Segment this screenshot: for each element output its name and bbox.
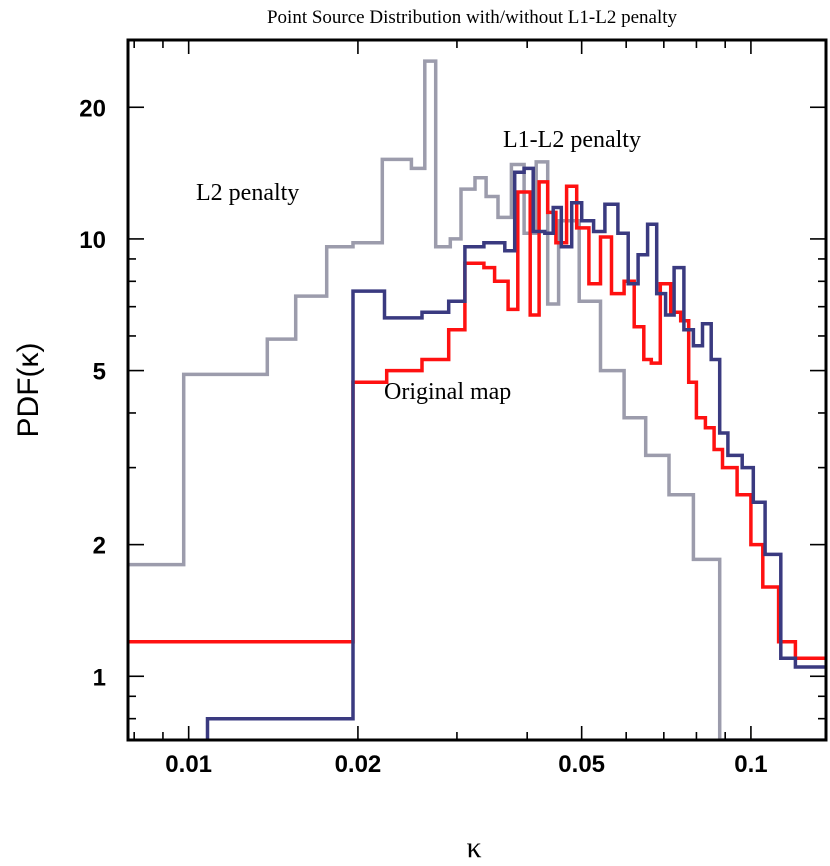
annotation-l1-l2-penalty: L1-L2 penalty <box>503 127 641 153</box>
chart-title: Point Source Distribution with/without L… <box>267 7 678 28</box>
y-tick-label: 10 <box>79 227 106 254</box>
x-tick-label: 0.01 <box>165 751 212 778</box>
x-tick-label: 0.05 <box>558 751 605 778</box>
plot-frame <box>126 38 828 742</box>
y-axis-label: PDF(κ) <box>12 343 45 438</box>
x-tick-label: 0.1 <box>734 751 767 778</box>
annotation-original-map: Original map <box>384 379 511 405</box>
x-tick-label: 0.02 <box>335 751 382 778</box>
y-tick-label: 2 <box>93 533 106 560</box>
x-axis-label: κ <box>466 831 481 864</box>
series-layer <box>128 59 826 740</box>
series-line-l1-l2-penalty <box>205 166 826 740</box>
annotation-l2-penalty: L2 penalty <box>196 180 299 206</box>
series-line-l2-penalty <box>128 59 826 740</box>
ticks-layer: 0.01 0.02 0.05 0.1 1 2 5 10 20 <box>79 40 826 778</box>
y-tick-label: 1 <box>93 664 106 691</box>
series-line-original-map <box>128 180 826 660</box>
y-tick-label: 5 <box>93 359 106 386</box>
y-tick-label: 20 <box>79 95 106 122</box>
